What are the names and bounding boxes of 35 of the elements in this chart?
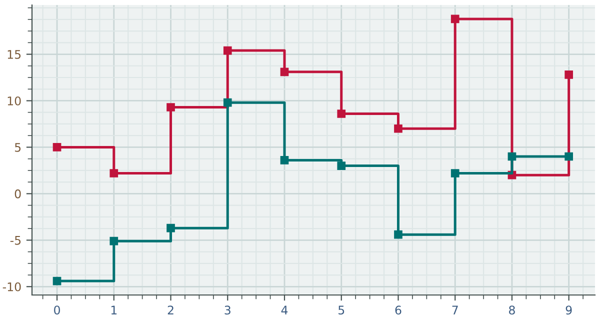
point: [223, 46, 232, 55]
point: [394, 124, 402, 133]
point: [337, 110, 346, 118]
point: [564, 152, 574, 161]
point: [337, 162, 346, 170]
x-tick-label: 6: [395, 306, 402, 315]
y-tick-label: -10: [2, 282, 21, 292]
point: [223, 98, 232, 107]
x-tick-label: 2: [168, 306, 174, 314]
x-tick-label: 1: [111, 306, 117, 314]
x-tick-label: 5: [338, 306, 344, 315]
x-tick-label: 8: [509, 306, 515, 315]
y-tick-label: 10: [8, 96, 21, 106]
point: [166, 103, 175, 112]
x-tick-label: 4: [281, 306, 288, 314]
point: [508, 152, 516, 161]
point: [394, 230, 402, 239]
x-tick-label: 7: [452, 306, 458, 314]
y-tick-label: 15: [8, 50, 21, 59]
y-tick-label: -5: [10, 236, 21, 245]
x-tick-label: 3: [224, 306, 230, 315]
y-tick-label: 0: [14, 189, 21, 198]
point: [450, 14, 460, 24]
point: [280, 156, 289, 164]
x-tick-label: 0: [54, 306, 60, 315]
point: [564, 70, 574, 79]
x-tick-label: 9: [566, 306, 572, 315]
point: [52, 276, 62, 286]
point: [450, 169, 460, 178]
point: [280, 68, 289, 76]
point: [166, 224, 175, 232]
point: [52, 143, 62, 152]
y-tick-label: 5: [14, 143, 21, 152]
point: [110, 169, 118, 178]
point: [110, 236, 118, 246]
